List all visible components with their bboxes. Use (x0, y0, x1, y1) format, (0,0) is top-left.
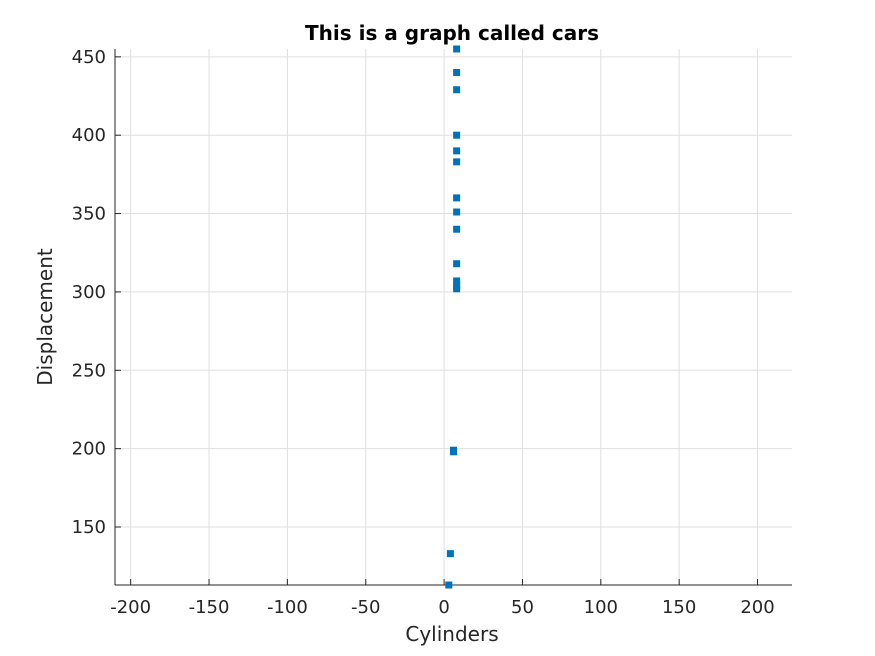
grid-lines (115, 49, 792, 585)
x-tick-label: -200 (110, 597, 151, 618)
x-tick-label: 0 (438, 597, 449, 618)
y-tick-label: 450 (72, 47, 106, 68)
data-point (453, 277, 461, 285)
y-tick-label: 200 (72, 439, 106, 460)
x-axis-title: Cylinders (405, 622, 498, 646)
y-tick-label: 350 (72, 204, 106, 225)
tick-labels: -200 -150 -100 -50 0 50 100 150 200 150 200 250 300 3… (72, 47, 775, 618)
data-points (445, 45, 461, 589)
x-tick-label: -100 (267, 597, 308, 618)
y-tick-label: 250 (72, 360, 106, 381)
data-point (446, 550, 454, 558)
data-point (453, 147, 461, 155)
data-point (453, 285, 461, 293)
data-point (453, 225, 461, 233)
y-axis-title: Displacement (33, 248, 57, 386)
x-tick-label: -150 (189, 597, 230, 618)
axes (114, 49, 792, 586)
data-point (453, 69, 461, 77)
y-tick-label: 150 (72, 517, 106, 538)
x-tick-label: 150 (662, 597, 696, 618)
data-point (453, 260, 461, 268)
x-tick-label: 50 (511, 597, 534, 618)
data-point (453, 86, 461, 94)
data-point (453, 158, 461, 166)
chart-title: This is a graph called cars (305, 21, 599, 45)
x-tick-label: 200 (740, 597, 774, 618)
data-point (453, 131, 461, 139)
y-tick-label: 400 (72, 125, 106, 146)
data-point (453, 194, 461, 202)
data-point (450, 448, 457, 456)
y-tick-label: 300 (72, 282, 106, 303)
x-tick-label: 100 (584, 597, 618, 618)
data-point (445, 581, 453, 589)
data-point (453, 208, 461, 216)
data-point (453, 45, 461, 53)
x-tick-label: -50 (351, 597, 380, 618)
